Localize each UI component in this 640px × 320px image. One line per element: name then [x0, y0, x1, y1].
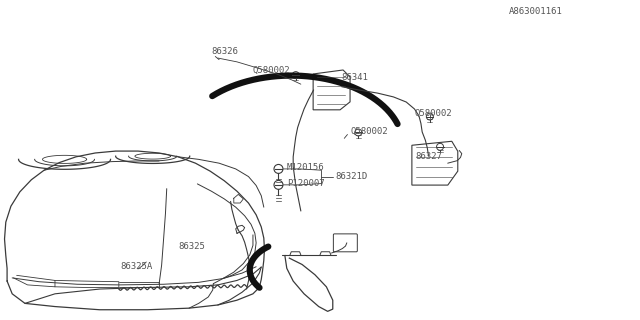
Text: M120156: M120156	[287, 163, 324, 172]
Polygon shape	[313, 70, 350, 110]
Text: A863001161: A863001161	[508, 7, 562, 16]
Text: 86325A: 86325A	[121, 262, 153, 271]
Text: Q580002: Q580002	[253, 66, 291, 75]
Text: Q580002: Q580002	[351, 127, 388, 136]
Polygon shape	[412, 141, 458, 185]
Text: 86321D: 86321D	[335, 172, 367, 181]
FancyBboxPatch shape	[333, 234, 357, 252]
Text: 86327: 86327	[416, 152, 443, 161]
Text: 86325: 86325	[178, 242, 205, 251]
Text: 86326: 86326	[211, 47, 238, 56]
Text: Q580002: Q580002	[415, 109, 452, 118]
Text: P120007: P120007	[287, 179, 324, 188]
Text: 86341: 86341	[342, 73, 369, 82]
